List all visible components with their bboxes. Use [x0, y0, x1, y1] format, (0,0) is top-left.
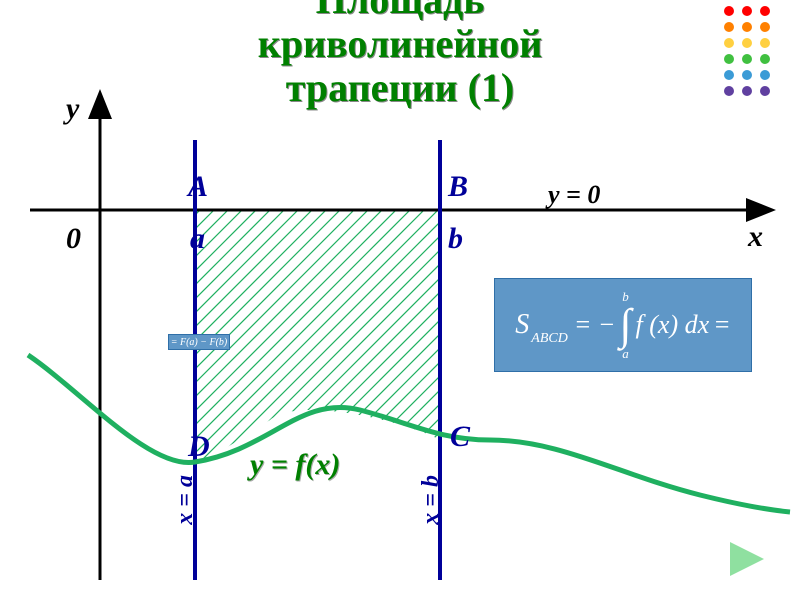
annotation-text: = F(a) − F(b) [171, 337, 228, 348]
label-y-equals-0: y = 0 [548, 180, 600, 210]
label-x-equals-b: x = b [418, 475, 445, 525]
label-b: b [448, 222, 463, 256]
formula-S: S [515, 309, 529, 341]
label-y-axis: y [66, 92, 79, 126]
label-x-axis: x [748, 220, 763, 254]
formula-int-a: a [622, 347, 629, 360]
label-point-C: C [450, 420, 470, 454]
next-icon [724, 536, 770, 582]
label-a: a [190, 222, 205, 256]
formula-fx: f (x) dx [636, 310, 710, 340]
next-button[interactable] [724, 536, 770, 582]
label-origin: 0 [66, 222, 81, 256]
label-point-D: D [188, 430, 210, 464]
formula-box: S ABCD = − b ∫ a f (x) dx = [494, 278, 752, 372]
label-point-A: A [188, 170, 208, 204]
formula-eq2: = [713, 310, 731, 340]
label-x-equals-a: x = a [172, 475, 199, 525]
annotation-box: = F(a) − F(b) [168, 334, 230, 350]
integral-icon: ∫ [619, 303, 631, 347]
formula-eq1: = − [574, 310, 616, 340]
label-point-B: B [448, 170, 468, 204]
hatch-region [0, 200, 800, 600]
formula-sub: ABCD [531, 331, 568, 347]
label-curve: y = f(x) [250, 448, 340, 482]
